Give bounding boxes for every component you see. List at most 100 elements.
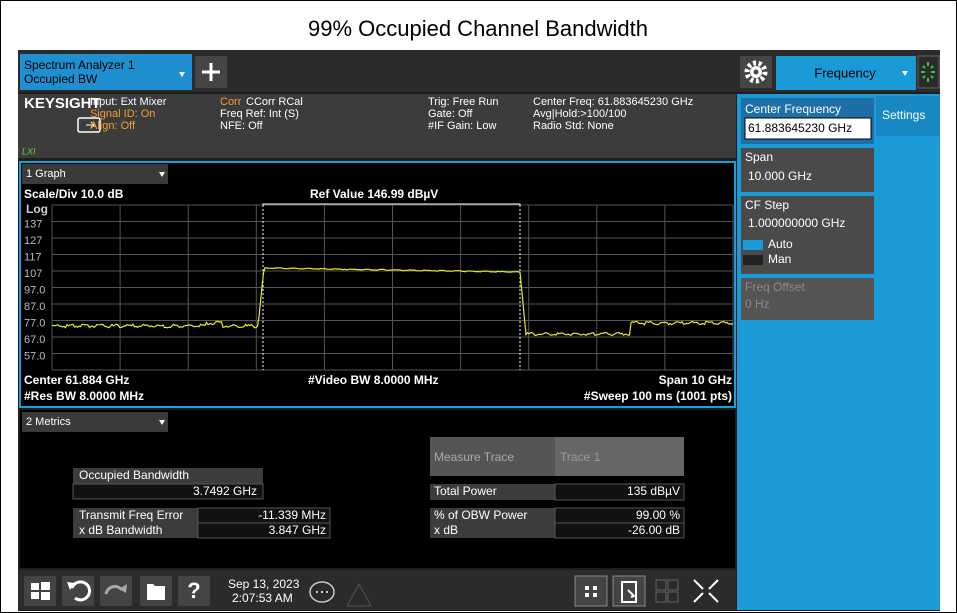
y-label: 97.0 (24, 284, 45, 296)
undo-button[interactable] (62, 576, 94, 606)
if-gain-status: #IF Gain: Low (428, 120, 497, 132)
metrics-tab-label: 2 Metrics (26, 416, 71, 428)
display-icon[interactable] (77, 117, 101, 133)
avg-hold-status: Avg|Hold:>100/100 (533, 108, 626, 120)
info-bar (18, 94, 736, 158)
file-button[interactable] (140, 576, 172, 606)
y-label: 67.0 (24, 334, 45, 346)
y-label: 77.0 (24, 317, 45, 329)
table-cell (430, 508, 555, 523)
y-label: 107 (24, 268, 42, 280)
help-button[interactable]: ? (178, 576, 210, 606)
redo-button[interactable] (100, 576, 132, 606)
graticule (51, 204, 734, 371)
key-label: CF Step (745, 198, 789, 212)
table-cell (73, 468, 263, 484)
graph-tab[interactable] (22, 164, 168, 184)
dropdown-arrow (159, 172, 165, 177)
settings-tab-label: Settings (882, 108, 925, 122)
corr-status: Corr (220, 96, 242, 108)
dropdown-arrow (179, 72, 185, 77)
dropdown-arrow (159, 420, 165, 425)
auto-option[interactable]: Auto (768, 237, 793, 251)
metric-label: Transmit Freq Error (79, 508, 183, 522)
value-box[interactable] (744, 117, 872, 140)
menu-tab[interactable] (776, 56, 916, 90)
key-value: 61.883645230 GHz (748, 121, 852, 135)
key-label: Center Frequency (745, 102, 841, 116)
display-icon-arrow (86, 121, 96, 129)
menu-title: Frequency (814, 65, 876, 80)
table-cell (197, 522, 331, 539)
messages-button[interactable] (309, 581, 335, 603)
metric-value: 99.00 % (636, 508, 680, 522)
metric-value: 3.7492 GHz (193, 484, 257, 498)
graph-tab-label: 1 Graph (26, 168, 66, 180)
corr-detail: CCorr RCal (246, 96, 303, 108)
center-freq-status: Center Freq: 61.883645230 GHz (533, 96, 693, 108)
key-value: 1.000000000 GHz (748, 216, 845, 230)
span-label: Span 10 GHz (659, 373, 732, 387)
trace (51, 267, 734, 337)
tab-subtitle: Occupied BW (24, 72, 98, 86)
gear-hole (753, 69, 759, 75)
freq-ref-status: Freq Ref: Int (S) (220, 108, 299, 120)
gear-teeth (744, 60, 768, 84)
scale-label: Scale/Div 10.0 dB (24, 187, 124, 201)
metric-label: x dB Bandwidth (79, 523, 162, 537)
metric-value: 3.847 GHz (269, 523, 326, 537)
table-cell (554, 483, 685, 501)
signal-id-status: Signal ID: On (90, 108, 155, 120)
y-label: 127 (24, 235, 42, 247)
layout-button[interactable] (574, 575, 608, 607)
date: Sep 13, 2023 (228, 577, 300, 591)
measure-trace-key[interactable] (430, 437, 555, 476)
metric-label: x dB (434, 523, 458, 537)
tab-title: Spectrum Analyzer 1 (24, 58, 135, 72)
windows-button[interactable] (24, 576, 56, 606)
metric-label: Occupied Bandwidth (79, 468, 189, 482)
ref-value-label: Ref Value 146.99 dBµV (310, 187, 438, 201)
touch-button[interactable] (612, 575, 646, 607)
man-indicator (743, 255, 763, 265)
measure-trace-value[interactable] (555, 437, 684, 476)
freq-offset-key[interactable] (741, 278, 874, 320)
y-label: 87.0 (24, 301, 45, 313)
metric-value: Trace 1 (560, 450, 601, 464)
gate-status: Gate: Off (428, 108, 473, 120)
y-axis-labels: 137 127 117 107 97.0 87.0 77.0 67.0 57.0 (24, 218, 45, 362)
y-label: 117 (24, 251, 42, 263)
log-label: Log (26, 202, 48, 216)
span-key[interactable] (741, 148, 874, 192)
align-status: Align: Off (90, 120, 136, 132)
metric-value: -11.339 MHz (258, 508, 326, 522)
metric-label: Total Power (434, 484, 497, 498)
man-option[interactable]: Man (768, 252, 791, 266)
window-grid-button[interactable] (651, 576, 683, 606)
metric-value: -26.00 dB (628, 523, 680, 537)
alert-icon[interactable] (346, 582, 372, 607)
dropdown-arrow (902, 71, 908, 76)
plus-icon (202, 63, 220, 81)
table-cell (554, 522, 685, 539)
key-label: Span (745, 150, 773, 164)
settings-tab[interactable] (876, 96, 940, 136)
table-cell (73, 523, 198, 538)
metrics-tab[interactable] (22, 412, 168, 432)
zoom-button[interactable] (690, 576, 722, 606)
spinner (921, 62, 935, 82)
key-value: 0 Hz (745, 297, 770, 311)
video-bw-label: #Video BW 8.0000 MHz (308, 373, 439, 387)
key-label: Freq Offset (745, 280, 805, 294)
table-cell (430, 523, 555, 538)
key-value: 10.000 GHz (748, 169, 812, 183)
input-status: Input: Ext Mixer (90, 96, 167, 108)
screen-tab[interactable] (20, 54, 192, 90)
lxi-logo: LXI (22, 146, 36, 156)
cf-step-key[interactable] (741, 196, 874, 274)
center-label: Center 61.884 GHz (24, 373, 129, 387)
y-label: 137 (24, 218, 42, 230)
y-label: 57.0 (24, 350, 45, 362)
trig-status: Trig: Free Run (428, 96, 499, 108)
